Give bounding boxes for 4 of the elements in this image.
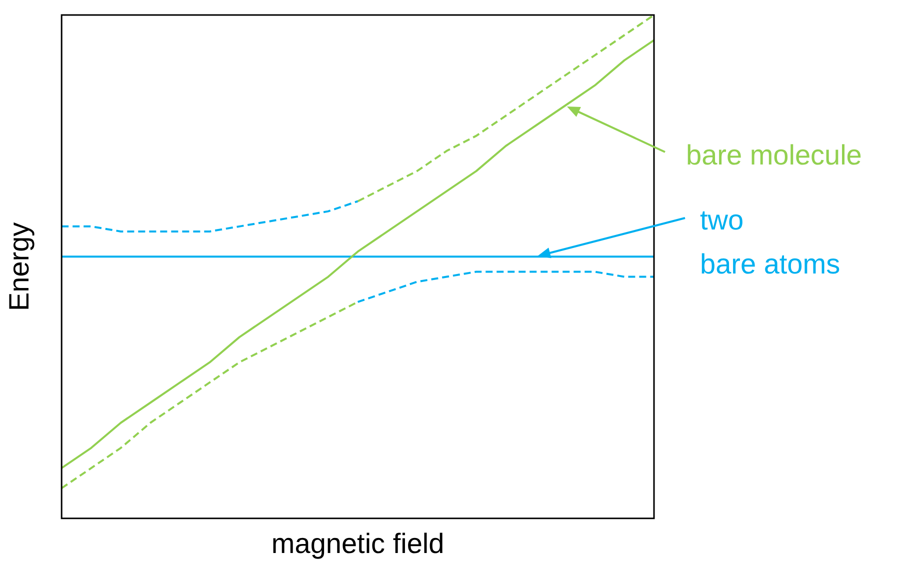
x-axis-title: magnetic field (271, 528, 444, 559)
text: bare molecule (686, 140, 862, 171)
legend-label: two bare atoms (700, 204, 840, 280)
y-axis-title: Energy (4, 222, 35, 312)
